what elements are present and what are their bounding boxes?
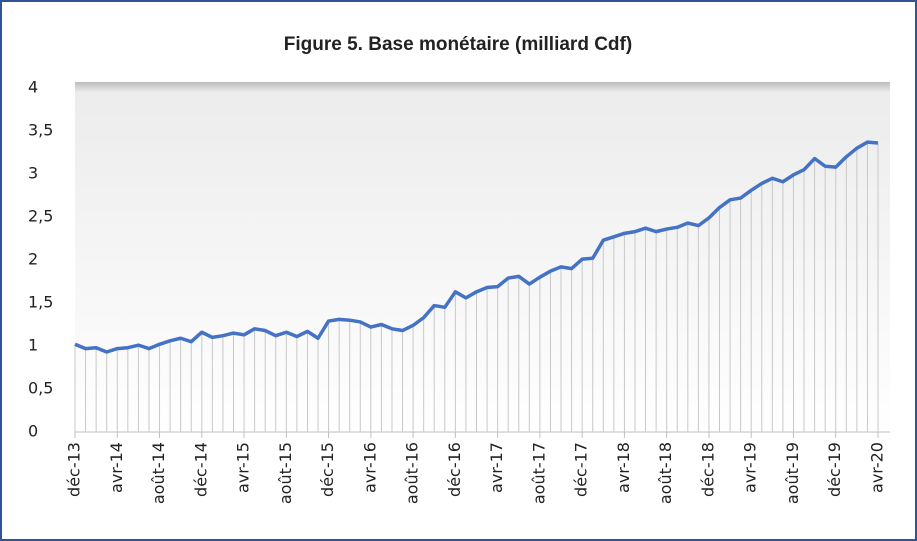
x-tick-label: août-19 bbox=[783, 442, 802, 504]
y-tick-label: 2 bbox=[28, 250, 38, 269]
chart-title: Figure 5. Base monétaire (milliard Cdf) bbox=[284, 34, 632, 55]
x-tick-label: déc-13 bbox=[65, 442, 84, 497]
x-tick-label: août-17 bbox=[529, 442, 548, 504]
x-tick-label: avr-18 bbox=[614, 442, 633, 493]
x-tick-label: déc-15 bbox=[318, 442, 337, 497]
y-tick-label: 2,5 bbox=[28, 207, 53, 226]
plot-area bbox=[75, 82, 890, 432]
x-tick-label: déc-16 bbox=[445, 442, 464, 497]
x-tick-label: août-15 bbox=[276, 442, 295, 504]
y-tick-label: 4 bbox=[28, 78, 38, 97]
x-tick-label: déc-19 bbox=[825, 442, 844, 497]
x-tick-label: août-14 bbox=[149, 442, 168, 504]
x-tick-label: avr-16 bbox=[360, 442, 379, 493]
y-tick-label: 3,5 bbox=[28, 121, 53, 140]
x-tick-label: août-16 bbox=[403, 442, 422, 504]
x-tick-label: déc-17 bbox=[572, 442, 591, 497]
y-tick-label: 0,5 bbox=[28, 379, 53, 398]
x-tick-label: avr-20 bbox=[868, 442, 887, 493]
x-tick-label: déc-18 bbox=[698, 442, 717, 497]
y-tick-label: 1 bbox=[28, 336, 38, 355]
x-tick-label: avr-15 bbox=[234, 442, 253, 493]
y-tick-label: 3 bbox=[28, 164, 38, 183]
x-tick-label: avr-19 bbox=[741, 442, 760, 493]
y-tick-label: 1,5 bbox=[28, 293, 53, 312]
data-line bbox=[74, 140, 879, 354]
x-tick-label: déc-14 bbox=[191, 442, 210, 497]
x-tick-label: avr-14 bbox=[107, 442, 126, 493]
x-tick-label: août-18 bbox=[656, 442, 675, 504]
y-tick-label: 0 bbox=[28, 422, 38, 441]
x-tick-label: avr-17 bbox=[487, 442, 506, 493]
